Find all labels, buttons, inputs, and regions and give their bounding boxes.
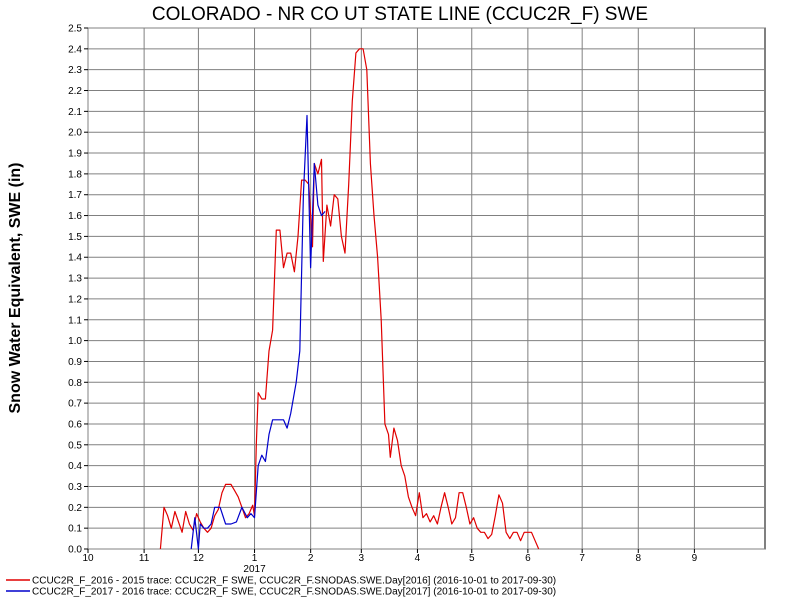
x-tick-label: 12 <box>193 553 205 564</box>
legend-label-1: CCUC2R_F_2016 - 2015 trace: CCUC2R_F SWE… <box>32 576 556 587</box>
x-tick-label: 4 <box>415 553 421 564</box>
y-tick-label: 1.4 <box>68 253 82 264</box>
y-tick-label: 0.1 <box>68 524 82 535</box>
y-tick-label: 0.9 <box>68 357 82 368</box>
y-tick-label: 0.4 <box>68 461 82 472</box>
series-line-2 <box>190 114 326 550</box>
y-tick-label: 1.1 <box>68 315 82 326</box>
y-tick-label: 0.8 <box>68 378 82 389</box>
x-tick-label: 6 <box>525 553 531 564</box>
x-tick-label: 9 <box>692 553 698 564</box>
y-tick-label: 0.6 <box>68 419 82 430</box>
y-tick-label: 2.3 <box>68 65 82 76</box>
x-tick-label: 3 <box>359 553 365 564</box>
y-tick-label: 2.1 <box>68 107 82 118</box>
series-line-1 <box>159 48 540 550</box>
y-tick-label: 1.8 <box>68 169 82 180</box>
y-tick-label: 0.2 <box>68 503 82 514</box>
x-tick-label: 10 <box>82 553 94 564</box>
y-tick-label: 1.7 <box>68 190 82 201</box>
x-tick-label: 7 <box>579 553 585 564</box>
y-tick-label: 1.3 <box>68 274 82 285</box>
x-tick-label: 11 <box>139 553 150 564</box>
x-tick-label: 2 <box>308 553 314 564</box>
x-tick-label: 8 <box>636 553 642 564</box>
x-tick-label: 5 <box>469 553 475 564</box>
grid-lines <box>87 27 765 550</box>
y-tick-label: 2.4 <box>68 44 82 55</box>
y-tick-label: 1.2 <box>68 294 82 305</box>
y-axis-ticks: 0.0 0.1 0.2 0.3 0.4 0.5 0.6 0.7 0.8 0.9 1.0 1.1 1.2 1… <box>68 24 88 556</box>
y-tick-label: 2.2 <box>68 86 82 97</box>
x-tick-label: 1 <box>252 553 258 564</box>
y-axis-label: Snow Water Equivalent, SWE (in) <box>7 163 24 414</box>
y-tick-label: 0.7 <box>68 399 82 410</box>
y-tick-label: 1.5 <box>68 232 82 243</box>
plot-area <box>87 27 766 550</box>
legend: CCUC2R_F_2016 - 2015 trace: CCUC2R_F SWE… <box>6 576 556 598</box>
y-tick-label: 0.5 <box>68 440 82 451</box>
y-tick-label: 1.0 <box>68 336 82 347</box>
y-tick-label: 0.0 <box>68 545 82 556</box>
y-tick-label: 0.3 <box>68 482 82 493</box>
series-lines <box>159 48 540 550</box>
y-tick-label: 2.0 <box>68 128 82 139</box>
y-tick-label: 1.6 <box>68 211 82 222</box>
y-tick-label: 1.9 <box>68 149 82 160</box>
year-label: 2017 <box>243 564 266 575</box>
chart-title: COLORADO - NR CO UT STATE LINE (CCUC2R_F… <box>152 4 648 25</box>
legend-label-2: CCUC2R_F_2017 - 2016 trace: CCUC2R_F SWE… <box>32 587 556 598</box>
y-tick-label: 2.5 <box>68 24 82 35</box>
